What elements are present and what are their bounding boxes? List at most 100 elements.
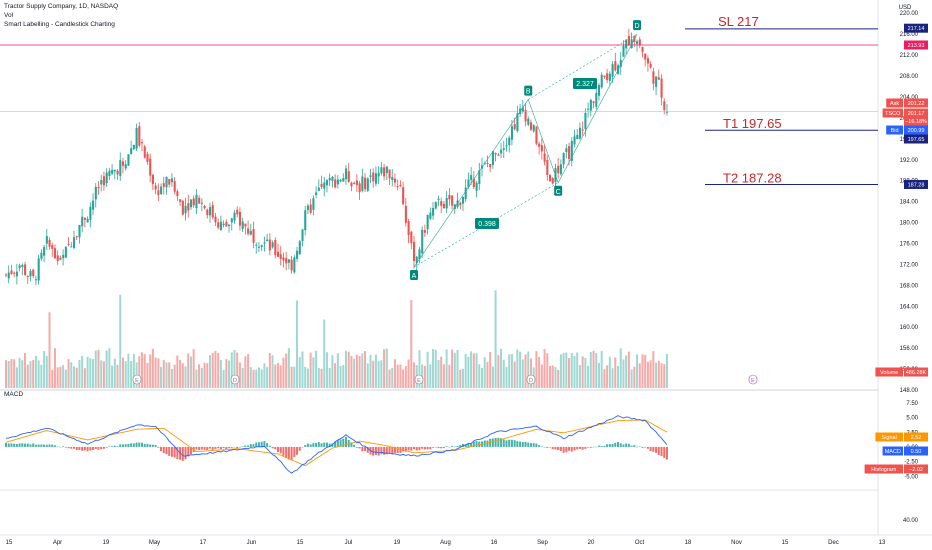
volume-bar [162, 360, 165, 388]
volume-bar [434, 349, 437, 388]
histogram-bar [296, 446, 299, 455]
volume-bar [282, 357, 285, 388]
candle-body [51, 244, 54, 249]
volume-bar [347, 351, 350, 388]
candle-body [410, 231, 413, 244]
price-axis: USD220.00216.00212.00208.00204.00200.001… [899, 5, 919, 524]
histogram-bar [388, 446, 391, 454]
histogram-bar [285, 446, 288, 459]
histogram-bar [154, 445, 157, 447]
histogram-bar [432, 446, 435, 448]
volume-bar [176, 355, 179, 388]
volume-bar [287, 348, 290, 388]
candle-body [532, 125, 535, 132]
time-tick: Dec [828, 540, 839, 546]
volume-bar [339, 366, 342, 388]
candle-body [173, 181, 176, 192]
candle-body [630, 39, 633, 49]
histogram-bar [18, 443, 21, 447]
histogram-bar [665, 446, 668, 460]
histogram-bar [249, 444, 252, 447]
candle-body [309, 204, 312, 213]
histogram-bar [5, 442, 7, 447]
candle-body [399, 184, 402, 186]
histogram-bar [374, 446, 377, 455]
histogram-bar [62, 446, 65, 447]
histogram-bar [75, 446, 78, 451]
volume-bar [18, 357, 21, 388]
volume-bar [336, 353, 339, 388]
candle-body [157, 190, 160, 195]
candle-body [200, 202, 203, 204]
volume-bar [244, 356, 247, 388]
volume-bar [195, 369, 198, 388]
histogram-bar [143, 443, 146, 447]
candle-body [622, 45, 625, 57]
macd-tick: 7.50 [906, 401, 918, 407]
histogram-bar [24, 443, 27, 447]
volume-bar [67, 359, 70, 388]
candle-body [508, 137, 511, 146]
candle-body [437, 198, 440, 200]
volume-bar [111, 365, 114, 388]
volume-bar [146, 362, 149, 388]
candle-body [21, 264, 24, 268]
candle-body [317, 187, 320, 191]
price-tag-box [904, 40, 928, 50]
time-tick: 17 [200, 540, 207, 546]
histogram-bar [266, 443, 269, 447]
candle-body [130, 148, 133, 154]
histogram-bar [646, 446, 649, 449]
price-tag-box [904, 179, 928, 189]
candle-body [619, 59, 622, 68]
volume-bar [296, 300, 299, 388]
candle-body [396, 186, 399, 188]
histogram-bar [304, 445, 307, 447]
price-tag-label-box [875, 367, 903, 377]
histogram-bar [538, 445, 541, 447]
histogram-bar [448, 446, 451, 448]
volume-bar [649, 360, 652, 388]
volume-bar [279, 365, 282, 388]
candle-body [442, 203, 446, 209]
volume-bar [385, 348, 388, 388]
time-tick: Oct [635, 540, 645, 546]
candle-body [187, 203, 190, 211]
histogram-bar [146, 443, 149, 447]
candle-body [48, 239, 51, 247]
volume-bar [353, 358, 356, 388]
candle-body [500, 149, 503, 154]
volume-bar [562, 352, 565, 388]
histogram-bar [622, 444, 625, 447]
candle-body [559, 164, 562, 175]
volume-bar [228, 360, 231, 388]
histogram-bar [271, 446, 274, 449]
histogram-bar [165, 446, 168, 455]
volume-bar [29, 361, 32, 388]
histogram-bar [486, 440, 489, 447]
volume-bar [407, 359, 410, 388]
histogram-bar [151, 444, 154, 447]
candle-body [13, 272, 16, 274]
histogram-bar [342, 438, 345, 447]
histogram-bar [83, 446, 86, 451]
histogram-bar [592, 446, 595, 448]
volume-bar [285, 353, 288, 388]
candle-body [603, 75, 606, 78]
price-tag-value: 200.99 [908, 128, 925, 134]
candle-body [37, 258, 40, 281]
volume-bar [263, 363, 266, 388]
volume-bar [396, 364, 399, 388]
volume-bar [342, 364, 345, 388]
candle-body [535, 126, 538, 144]
candle-body [355, 180, 358, 186]
volume-bar [453, 353, 456, 388]
histogram-bar [581, 446, 584, 450]
candle-body [475, 182, 478, 191]
candle-body [285, 258, 288, 264]
histogram-bar [551, 446, 554, 450]
volume-bar [442, 364, 445, 388]
candle-body [244, 223, 247, 227]
histogram-bar [236, 446, 239, 449]
